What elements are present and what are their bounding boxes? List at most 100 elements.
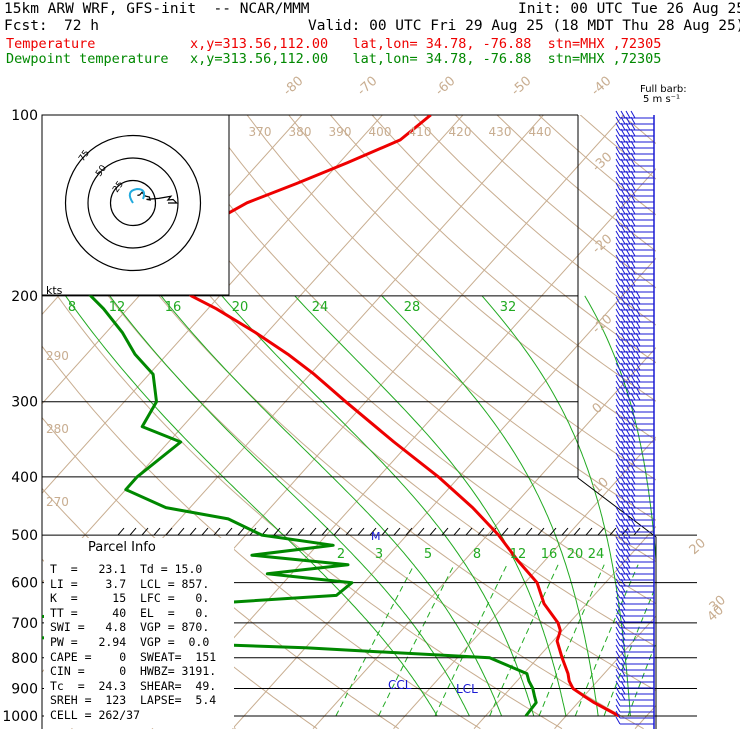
theta-tick-label: 390 [329, 125, 352, 139]
dry-adiabat-line [288, 115, 656, 441]
wind-barb-flag [620, 206, 626, 215]
freezing-hatch [501, 527, 509, 536]
isotherm-tick-label: -40 [589, 74, 615, 99]
mixing-ratio-line [538, 564, 605, 717]
wind-barb [615, 488, 654, 497]
wind-barb [615, 542, 654, 551]
wind-barb [615, 248, 654, 257]
wind-barb [615, 572, 654, 581]
wind-barb-flag [620, 518, 626, 527]
wind-barb-flag [630, 248, 636, 257]
wind-barb-flag [615, 602, 621, 611]
wind-barb-flag [625, 290, 631, 299]
wind-barb-flag [615, 410, 621, 419]
wind-barb-flag [635, 368, 641, 377]
freezing-hatch [129, 527, 137, 536]
moist-adiabat-line [294, 295, 567, 717]
wind-barb [615, 716, 654, 725]
wind-barb-flag [635, 392, 641, 401]
wind-barb-flag [630, 440, 636, 449]
wind-barb-flag [615, 110, 621, 119]
wind-barb-flag [625, 464, 631, 473]
wind-barb-flag [620, 434, 626, 443]
pressure-tick-label: 100 [11, 108, 38, 124]
dry-adiabat-line [121, 115, 656, 605]
wind-barb-flag [630, 476, 636, 485]
theta-tick-label: 370 [249, 125, 272, 139]
moist-adiabat-line [727, 296, 740, 716]
freezing-hatch [369, 527, 377, 536]
wind-barb-flag [615, 476, 621, 485]
wind-barb-flag [615, 524, 621, 533]
hodograph-trace [137, 191, 179, 204]
pressure-tick-label: 800 [11, 651, 38, 667]
wind-barb-flag [625, 140, 631, 149]
wind-barb [615, 230, 654, 239]
wind-barb [615, 524, 654, 533]
wind-barb-flag [620, 290, 626, 299]
wind-barb [615, 356, 654, 365]
wind-barb-flag [620, 284, 626, 293]
forecast-label: Fcst: [4, 18, 48, 34]
wind-barb [615, 638, 654, 647]
freezing-hatch [177, 527, 185, 536]
wind-barb-flag [625, 260, 631, 269]
wind-barb-flag [625, 254, 631, 263]
thetae-tick-label: 16 [165, 300, 182, 315]
forecast-hour: 72 h [64, 18, 99, 34]
freezing-hatch [465, 527, 473, 536]
wind-barb [615, 152, 654, 161]
wind-barb [615, 422, 654, 431]
wind-barb-flag [625, 542, 631, 551]
wind-barb-flag [620, 230, 626, 239]
dry-adiabat-line [79, 115, 656, 648]
wind-barb-flag [620, 350, 626, 359]
mixing-ratio-line [627, 641, 656, 717]
wind-barb [615, 254, 654, 263]
wind-barb-flag [615, 518, 621, 527]
wind-barb-flag [625, 512, 631, 521]
wind-barb-flag [630, 152, 636, 161]
pressure-tick-label: 600 [11, 576, 38, 592]
wind-barb-flag [615, 128, 621, 137]
wind-barb-flag [620, 344, 626, 353]
freezing-hatch [573, 527, 581, 536]
wind-barb-flag [615, 548, 621, 557]
wind-barb-flag [625, 452, 631, 461]
hodograph-ring [64, 134, 202, 272]
barb-legend-line2: 5 m s⁻¹ [643, 94, 680, 105]
parcel-info-box: Parcel Info T = 23.1 Td = 15.0 LI = 3.7 L… [44, 538, 234, 728]
wind-barb-flag [615, 302, 621, 311]
wind-barb-flag [615, 146, 621, 155]
wind-barb-flag [630, 176, 636, 185]
wind-barb [615, 278, 654, 287]
freezing-hatch [453, 527, 461, 536]
freezing-hatch [273, 527, 281, 536]
wind-barb-flag [615, 662, 621, 671]
wind-barb [615, 224, 654, 233]
freezing-hatch [561, 527, 569, 536]
wind-barb-flag [615, 482, 621, 491]
wind-barb-flag [620, 194, 626, 203]
wind-barb-flag [630, 212, 636, 221]
wind-barb-flag [625, 524, 631, 533]
wind-barb-flag [620, 626, 626, 635]
wind-barb [615, 110, 654, 119]
freezing-hatch [381, 527, 389, 536]
wind-barb-flag [620, 170, 626, 179]
wind-barb-flag [630, 170, 636, 179]
freezing-hatch [417, 527, 425, 536]
isotherm-line [0, 87, 5, 728]
isotherm-line [42, 115, 464, 584]
wind-barb [615, 170, 654, 179]
mixing-ratio-line [489, 564, 559, 717]
wind-barb-flag [620, 638, 626, 647]
freezing-hatch [609, 527, 617, 536]
wind-barb-flag [630, 254, 636, 263]
wind-barb-flag [625, 446, 631, 455]
wind-barb-flag [615, 446, 621, 455]
wind-barb-flag [615, 434, 621, 443]
wind-barb-flag [620, 218, 626, 227]
wind-barb-flag [620, 380, 626, 389]
